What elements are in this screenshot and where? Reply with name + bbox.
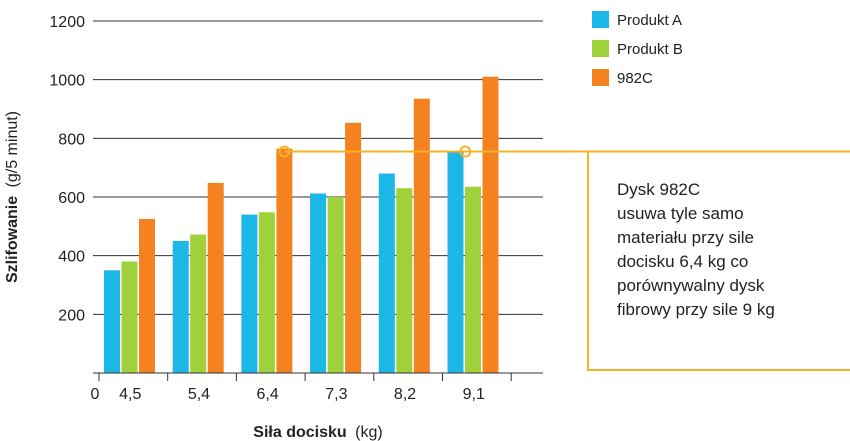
bar — [447, 151, 464, 373]
annotation-line: fibrowy przy sile 9 kg — [617, 300, 775, 319]
legend-label: Produkt B — [617, 41, 683, 58]
bar — [258, 212, 275, 373]
legend-label: 982C — [617, 70, 653, 87]
y-axis-title-unit: (g/5 minut) — [4, 111, 21, 187]
bar — [276, 148, 293, 373]
annotation-line: porównywalny dysk — [617, 276, 765, 295]
legend-swatch — [592, 40, 609, 57]
bar — [241, 214, 258, 373]
x-tick-label: 7,3 — [325, 386, 347, 403]
x-origin-label: 0 — [91, 386, 100, 403]
y-tick-label: 800 — [58, 131, 85, 148]
y-tick-label: 400 — [58, 249, 85, 266]
bar — [310, 193, 327, 373]
x-axis-title-main: Siła docisku — [253, 424, 346, 441]
y-tick-label: 1000 — [49, 73, 85, 90]
annotation-line: Dysk 982C — [617, 180, 701, 199]
annotation-line: docisku 6,4 kg co — [617, 252, 749, 271]
y-axis-title-main: Szlifowanie — [4, 196, 21, 283]
bar — [172, 241, 189, 373]
tick-labels: 200 400 600 800 1000 1200 0 4,5 5,4 6,4 7,3 8,2 9,1 — [49, 14, 485, 403]
reference-marker — [278, 145, 291, 158]
bar — [482, 76, 499, 373]
x-tick-label: 8,2 — [394, 386, 416, 403]
annotation-box — [587, 150, 850, 371]
bar — [327, 197, 344, 373]
annotation-line: materiału przy sile — [617, 228, 754, 247]
reference-marker — [459, 145, 472, 158]
bar — [378, 173, 395, 373]
x-tick-label: 4,5 — [119, 386, 141, 403]
legend-swatch — [592, 69, 609, 86]
y-axis-title: Szlifowanie (g/5 minut) — [4, 111, 21, 283]
bar — [104, 270, 120, 373]
x-tick-label: 6,4 — [257, 386, 279, 403]
y-tick-label: 1200 — [49, 14, 85, 31]
bar — [413, 98, 430, 373]
x-tick-label: 9,1 — [463, 386, 485, 403]
reference-line-group — [278, 145, 850, 371]
x-tick-label: 5,4 — [188, 386, 210, 403]
bar — [207, 182, 224, 373]
annotation-line: usuwa tyle samo — [617, 204, 744, 223]
bar — [139, 219, 155, 373]
x-axis-title: Siła docisku (kg) — [253, 424, 382, 441]
y-tick-label: 600 — [58, 190, 85, 207]
bar — [345, 122, 362, 373]
legend-swatch — [592, 11, 609, 28]
bar — [190, 234, 207, 373]
y-tick-label: 200 — [58, 307, 85, 324]
annotation-text: Dysk 982C usuwa tyle samo materiału przy… — [617, 178, 847, 322]
x-axis-title-unit: (kg) — [355, 424, 383, 441]
legend-label: Produkt A — [617, 12, 682, 29]
axes — [93, 372, 543, 381]
bar — [465, 186, 481, 373]
bars — [104, 76, 499, 373]
bar — [396, 188, 413, 373]
bar — [121, 261, 138, 373]
legend: Produkt A Produkt B 982C — [592, 11, 683, 87]
